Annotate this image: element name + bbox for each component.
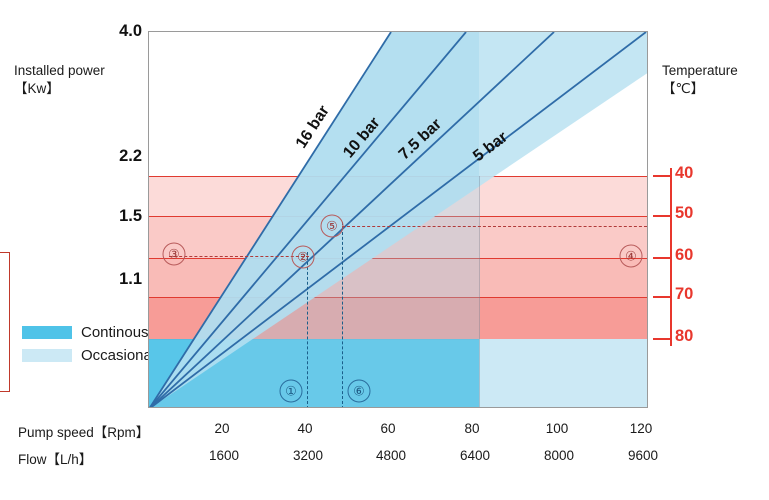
temperature-tick-line-40 xyxy=(653,175,671,177)
pump-speed-tick-40: 40 xyxy=(297,421,313,436)
legend-item-continuous: Continous xyxy=(22,322,155,343)
temperature-tick-80: 80 xyxy=(675,327,694,345)
cropped-side-panel-dashes xyxy=(0,262,7,382)
temperature-axis: 40 50 60 70 80 xyxy=(653,0,763,500)
temperature-tick-60: 60 xyxy=(675,246,694,264)
cropped-side-panel xyxy=(0,252,10,392)
pump-speed-tick-100: 100 xyxy=(545,421,569,436)
pump-speed-tick-20: 20 xyxy=(214,421,230,436)
legend-swatch-continuous xyxy=(22,326,72,339)
construction-vline-point6 xyxy=(342,222,343,407)
continuous-duty-region xyxy=(149,339,479,407)
pressure-line-10bar xyxy=(149,32,467,407)
right-axis-title-text: Temperature xyxy=(662,63,738,78)
temperature-tick-50: 50 xyxy=(675,204,694,222)
temperature-tick-line-50 xyxy=(653,215,671,217)
pump-speed-tick-80: 80 xyxy=(464,421,480,436)
temperature-gridline-70 xyxy=(149,297,647,298)
flow-axis-label: Flow【L/h】 xyxy=(18,452,93,467)
pump-speed-tick-60: 60 xyxy=(380,421,396,436)
pressure-line-16bar xyxy=(149,32,392,407)
right-axis-unit-text: 【℃】 xyxy=(662,81,705,96)
pressure-line-5bar xyxy=(150,32,647,407)
duty-legend: Continous Occasional xyxy=(22,322,155,368)
power-axis-ticks: 4.0 2.2 1.5 1.1 xyxy=(100,0,142,500)
temperature-gridline-60 xyxy=(149,258,647,259)
marker-2: ② xyxy=(291,245,315,269)
temperature-tick-40: 40 xyxy=(675,164,694,182)
marker-1: ① xyxy=(279,379,303,403)
pressure-curve-overlay xyxy=(149,32,647,407)
temperature-axis-spine xyxy=(670,168,672,346)
legend-label-continuous: Continous xyxy=(81,324,149,341)
construction-vline-point1 xyxy=(307,252,308,407)
flow-tick-4800: 4800 xyxy=(375,448,407,463)
flow-tick-3200: 3200 xyxy=(292,448,324,463)
left-axis-unit-text: 【Kw】 xyxy=(14,81,60,96)
temperature-tick-line-80 xyxy=(653,338,671,340)
legend-label-occasional: Occasional xyxy=(81,347,156,364)
flow-tick-8000: 8000 xyxy=(543,448,575,463)
legend-item-occasional: Occasional xyxy=(22,345,155,366)
pump-speed-tick-120: 120 xyxy=(629,421,653,436)
legend-swatch-occasional xyxy=(22,349,72,362)
flow-tick-1600: 1600 xyxy=(208,448,240,463)
occasional-duty-region xyxy=(479,339,647,407)
duty-boundary-line xyxy=(479,176,480,407)
marker-4: ④ xyxy=(619,244,643,268)
marker-6: ⑥ xyxy=(347,379,371,403)
marker-5: ⑤ xyxy=(320,214,344,238)
pressure-fan-continuous-wedge xyxy=(150,32,479,407)
flow-tick-6400: 6400 xyxy=(459,448,491,463)
power-tick-1_1: 1.1 xyxy=(119,270,142,288)
pressure-lines xyxy=(149,32,647,407)
marker-3: ③ xyxy=(162,242,186,266)
pump-speed-row: Pump speed【Rpm】 20 40 60 80 100 120 xyxy=(0,421,769,441)
plot-area: 16 bar 10 bar 7.5 bar 5 bar ③ ② ⑤ ④ ① ⑥ xyxy=(148,31,648,408)
flow-tick-9600: 9600 xyxy=(627,448,659,463)
flow-row: Flow【L/h】 1600 3200 4800 6400 8000 9600 xyxy=(0,448,769,468)
temperature-tick-line-70 xyxy=(653,296,671,298)
pump-speed-axis-label: Pump speed【Rpm】 xyxy=(18,425,150,440)
right-axis-title: Temperature 【℃】 xyxy=(662,62,738,98)
power-tick-4_0: 4.0 xyxy=(119,22,142,40)
power-tick-2_2: 2.2 xyxy=(119,147,142,165)
construction-hline-point5 xyxy=(342,226,647,227)
temperature-tick-line-60 xyxy=(653,257,671,259)
left-axis-title-text: Installed power xyxy=(14,63,105,78)
pressure-line-7_5bar xyxy=(149,32,555,407)
temperature-tick-70: 70 xyxy=(675,285,694,303)
power-tick-1_5: 1.5 xyxy=(119,207,142,225)
left-axis-title: Installed power 【Kw】 xyxy=(14,62,105,98)
construction-hline-point3 xyxy=(169,256,309,257)
